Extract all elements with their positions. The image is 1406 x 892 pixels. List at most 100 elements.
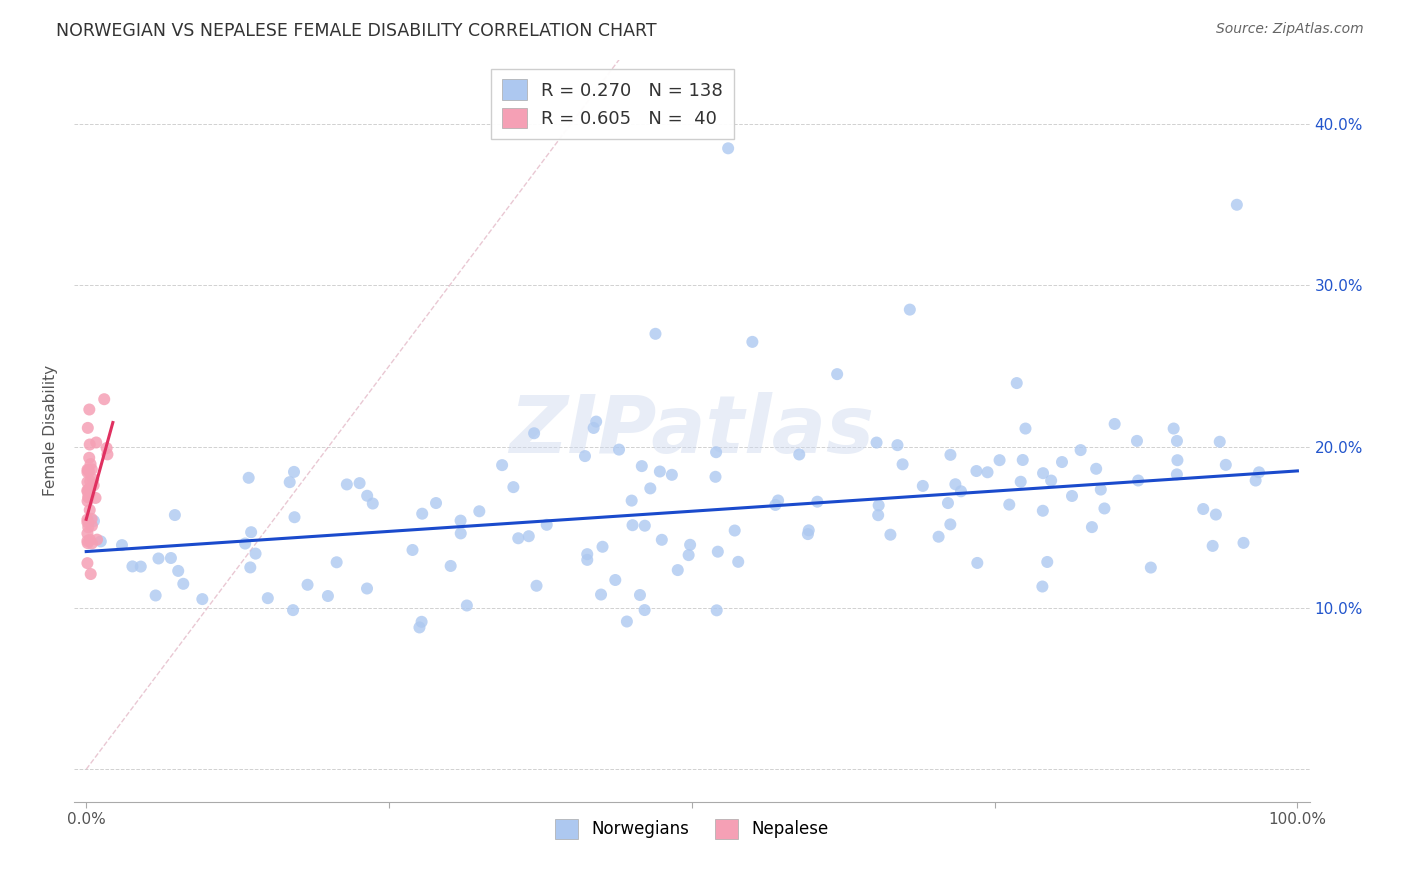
Point	[886, 438, 908, 452]
Point	[592, 540, 614, 554]
Point	[121, 559, 143, 574]
Point	[717, 141, 740, 155]
Point	[517, 529, 540, 543]
Point	[628, 588, 651, 602]
Point	[79, 475, 101, 489]
Point	[1085, 462, 1108, 476]
Point	[640, 482, 662, 496]
Point	[80, 512, 103, 526]
Point	[630, 459, 652, 474]
Point	[84, 491, 107, 505]
Point	[76, 556, 98, 570]
Legend: Norwegians, Nepalese: Norwegians, Nepalese	[548, 813, 835, 846]
Point	[1192, 502, 1215, 516]
Point	[1163, 421, 1185, 435]
Point	[233, 536, 256, 550]
Point	[297, 578, 319, 592]
Point	[1011, 453, 1033, 467]
Point	[111, 538, 134, 552]
Point	[939, 517, 962, 532]
Point	[76, 483, 98, 498]
Point	[356, 489, 378, 503]
Point	[582, 421, 605, 435]
Point	[86, 533, 108, 547]
Point	[80, 462, 103, 476]
Point	[468, 504, 491, 518]
Point	[77, 520, 100, 534]
Point	[1036, 555, 1059, 569]
Point	[1140, 560, 1163, 574]
Point	[240, 525, 263, 540]
Point	[401, 543, 423, 558]
Point	[167, 564, 190, 578]
Point	[644, 326, 666, 341]
Point	[93, 392, 115, 407]
Point	[1247, 466, 1270, 480]
Point	[1166, 434, 1188, 448]
Point	[576, 553, 599, 567]
Point	[80, 518, 103, 533]
Point	[1209, 434, 1232, 449]
Point	[1031, 580, 1053, 594]
Point	[145, 589, 167, 603]
Point	[741, 334, 763, 349]
Point	[1201, 539, 1223, 553]
Point	[1040, 474, 1063, 488]
Point	[76, 463, 98, 477]
Point	[82, 472, 104, 486]
Point	[945, 477, 967, 491]
Point	[76, 526, 98, 541]
Point	[361, 497, 384, 511]
Y-axis label: Female Disability: Female Disability	[44, 365, 58, 496]
Point	[508, 531, 530, 545]
Point	[988, 453, 1011, 467]
Point	[77, 491, 100, 505]
Point	[879, 527, 901, 541]
Point	[966, 556, 988, 570]
Point	[1010, 475, 1032, 489]
Point	[1232, 536, 1254, 550]
Point	[526, 579, 548, 593]
Point	[76, 484, 98, 499]
Point	[679, 538, 702, 552]
Point	[191, 592, 214, 607]
Point	[79, 487, 101, 501]
Point	[1014, 421, 1036, 435]
Point	[706, 603, 728, 617]
Point	[965, 464, 987, 478]
Point	[76, 512, 98, 526]
Point	[172, 577, 194, 591]
Point	[797, 527, 820, 541]
Point	[787, 448, 810, 462]
Point	[76, 421, 98, 435]
Point	[1005, 376, 1028, 390]
Point	[607, 442, 630, 457]
Point	[148, 551, 170, 566]
Point	[911, 479, 934, 493]
Point	[727, 555, 749, 569]
Point	[456, 599, 478, 613]
Point	[76, 465, 98, 479]
Point	[239, 560, 262, 574]
Point	[96, 441, 118, 455]
Point	[1060, 489, 1083, 503]
Point	[1244, 474, 1267, 488]
Point	[79, 503, 101, 517]
Point	[76, 494, 98, 508]
Point	[336, 477, 359, 491]
Text: ZIPatlas: ZIPatlas	[509, 392, 875, 469]
Point	[998, 498, 1021, 512]
Point	[83, 514, 105, 528]
Point	[1166, 453, 1188, 467]
Point	[356, 582, 378, 596]
Point	[648, 465, 671, 479]
Point	[661, 467, 683, 482]
Text: NORWEGIAN VS NEPALESE FEMALE DISABILITY CORRELATION CHART: NORWEGIAN VS NEPALESE FEMALE DISABILITY …	[56, 22, 657, 40]
Point	[491, 458, 513, 472]
Point	[76, 475, 98, 490]
Point	[450, 526, 472, 541]
Point	[1166, 467, 1188, 482]
Point	[440, 558, 463, 573]
Point	[928, 530, 950, 544]
Point	[633, 603, 655, 617]
